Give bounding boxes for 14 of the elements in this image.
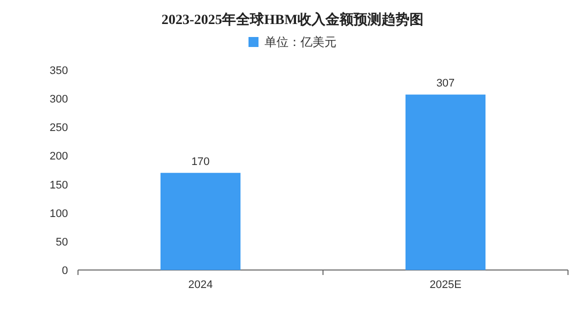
- y-tick-label: 50: [56, 236, 68, 248]
- data-label: 307: [436, 78, 455, 90]
- chart-title: 2023-2025年全球HBM收入金额预测趋势图: [161, 11, 424, 28]
- x-tick-label: 2025E: [430, 279, 462, 291]
- y-tick-label: 100: [50, 208, 68, 220]
- y-tick-label: 300: [50, 94, 68, 106]
- legend-label: 单位：亿美元: [264, 35, 336, 49]
- y-tick-label: 250: [50, 122, 68, 134]
- y-tick-label: 200: [50, 150, 68, 163]
- data-label: 170: [191, 156, 210, 168]
- x-tick-label: 2024: [188, 279, 213, 291]
- y-tick-label: 350: [50, 65, 68, 77]
- y-tick-label: 150: [50, 179, 68, 192]
- y-tick-label: 0: [62, 265, 68, 277]
